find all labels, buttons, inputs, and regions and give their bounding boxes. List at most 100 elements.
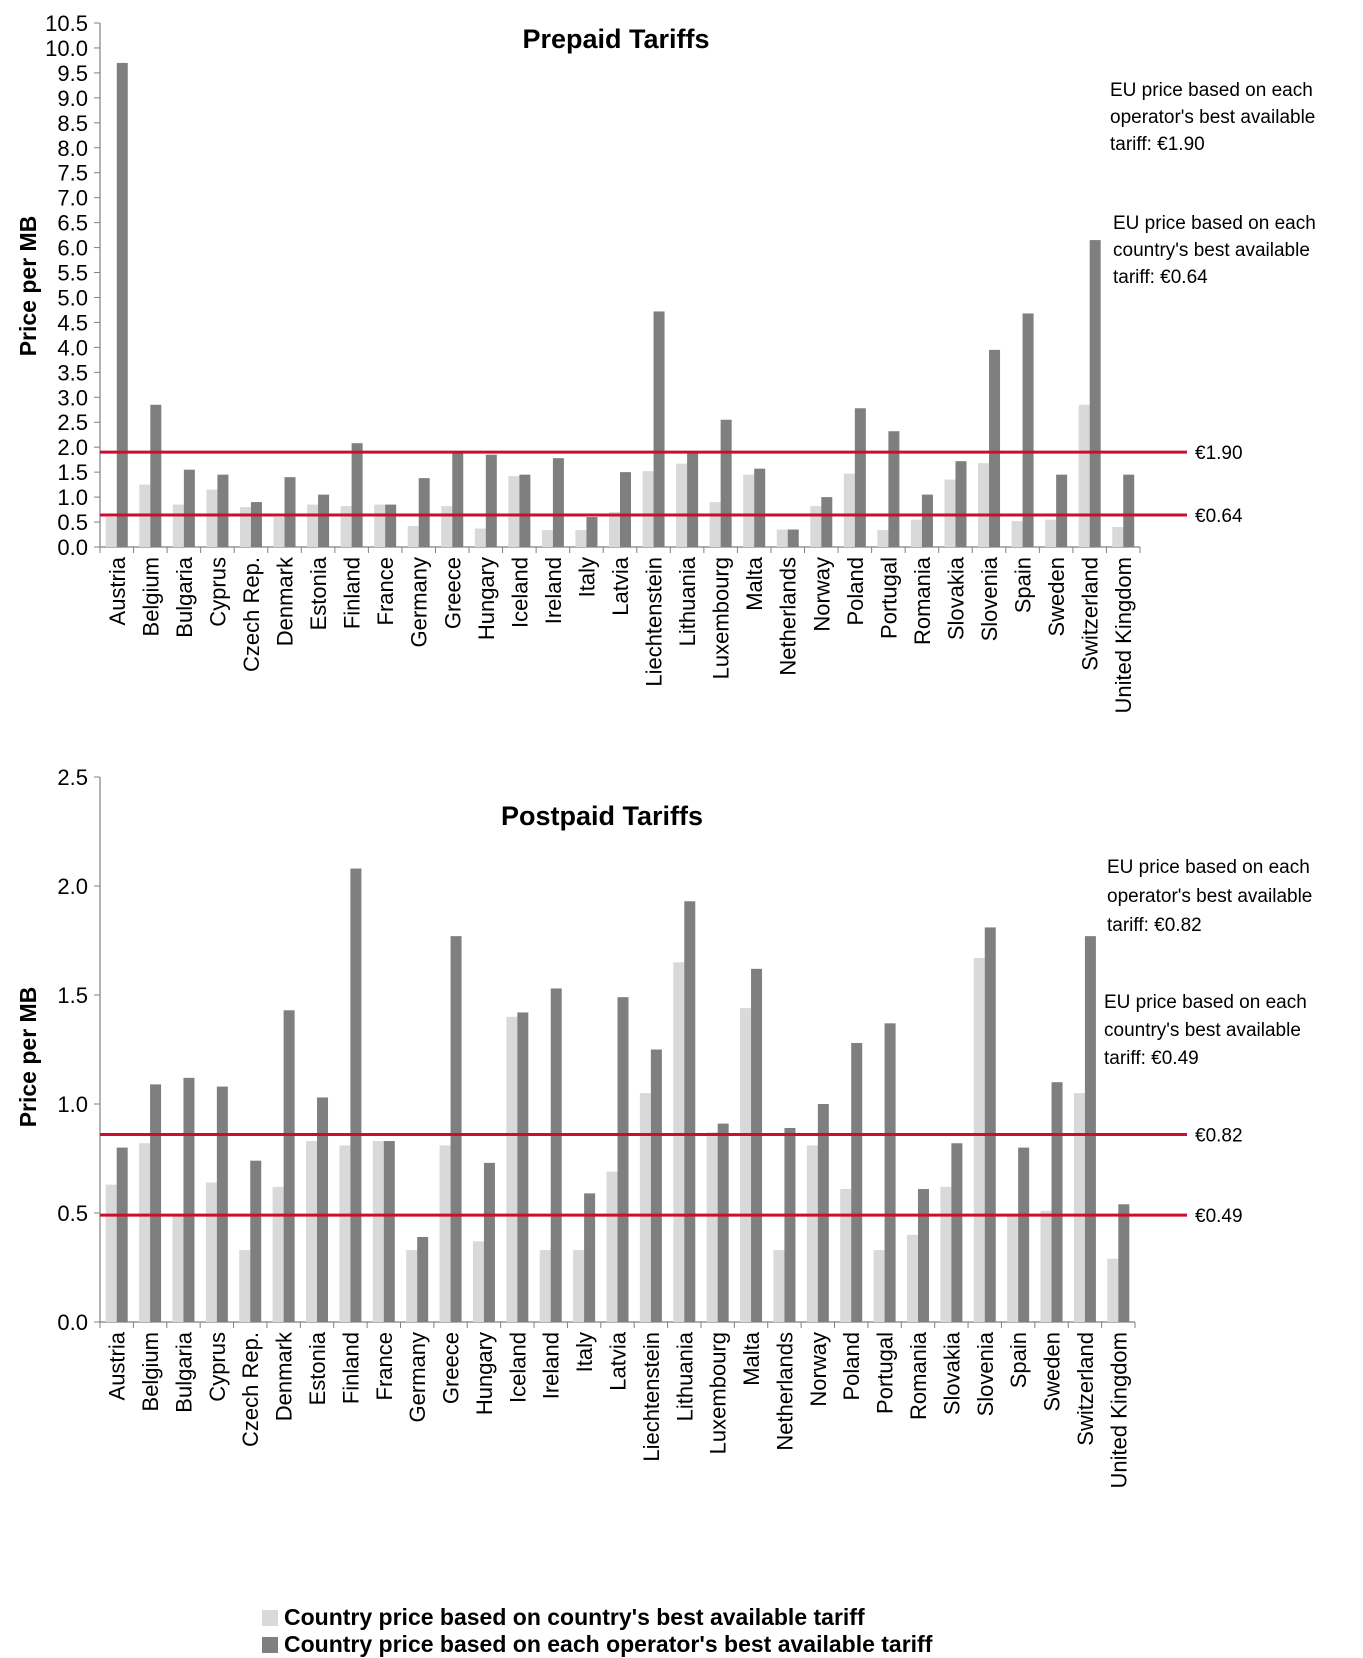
prepaid-bar-country-norway (810, 506, 822, 547)
postpaid-category-label: Portugal (873, 1332, 898, 1414)
postpaid-category-label: Spain (1006, 1332, 1031, 1388)
svg-text:EU price based on each: EU price based on each (1104, 992, 1307, 1013)
postpaid-bar-operator-greece (450, 936, 462, 1322)
prepaid-category-label: Estonia (306, 556, 331, 630)
prepaid-y-tick-label: 2.0 (57, 435, 88, 460)
postpaid-category-label: United Kingdom (1106, 1332, 1131, 1489)
postpaid-category-label: Czech Rep. (238, 1332, 263, 1447)
postpaid-bar-operator-slovakia (951, 1143, 963, 1322)
prepaid-bar-country-portugal (877, 530, 889, 547)
prepaid-y-axis-label: Price per MB (15, 216, 41, 357)
prepaid-category-label: Germany (407, 557, 432, 647)
postpaid-bar-country-finland (339, 1145, 351, 1322)
prepaid-y-tick-label: 8.5 (57, 111, 88, 136)
postpaid-category-label: Slovenia (973, 1331, 998, 1416)
postpaid-bar-operator-iceland (517, 1012, 529, 1322)
legend-swatch-operator (262, 1636, 278, 1653)
postpaid-y-tick-label: 2.5 (57, 765, 88, 790)
postpaid-chart: Postpaid Tariffs Price per MB EU price b… (15, 765, 1312, 1489)
prepaid-category-label: Hungary (474, 557, 499, 640)
prepaid-bar-country-malta (743, 474, 755, 547)
svg-text:EU price based on each: EU price based on each (1107, 857, 1310, 878)
postpaid-bar-country-norway (806, 1145, 818, 1322)
postpaid-annotation-country: EU price based on each country's best av… (1104, 992, 1307, 1069)
prepaid-bar-operator-norway (821, 497, 833, 547)
prepaid-bar-operator-romania (921, 494, 933, 547)
postpaid-y-tick-label: 0.0 (57, 1310, 88, 1335)
charts-canvas: Prepaid Tariffs Price per MB EU price ba… (15, 11, 1316, 1489)
prepaid-bar-country-denmark (273, 517, 285, 547)
prepaid-y-tick-label: 9.0 (57, 86, 88, 111)
legend-label-operator: Country price based on each operator's b… (284, 1631, 933, 1657)
prepaid-bar-country-bulgaria (172, 504, 184, 547)
postpaid-bar-operator-denmark (283, 1010, 295, 1322)
prepaid-category-label: Slovenia (977, 556, 1002, 641)
postpaid-bar-operator-romania (917, 1189, 929, 1322)
prepaid-bar-country-luxembourg (709, 502, 721, 547)
postpaid-category-label: Romania (906, 1331, 931, 1420)
prepaid-y-tick-label: 7.5 (57, 161, 88, 186)
prepaid-bar-operator-luxembourg (720, 419, 732, 547)
prepaid-y-tick-label: 4.0 (57, 335, 88, 360)
postpaid-category-label: Ireland (539, 1332, 564, 1399)
prepaid-bar-operator-hungary (485, 454, 497, 547)
prepaid-annotation-operator: EU price based on each operator's best a… (1110, 80, 1315, 155)
postpaid-category-label: Cyprus (205, 1332, 230, 1402)
postpaid-annotation-operator: EU price based on each operator's best a… (1107, 857, 1312, 936)
prepaid-bar-country-ireland (541, 530, 553, 547)
postpaid-bar-operator-liechtenstein (650, 1049, 662, 1322)
prepaid-category-label: Ireland (541, 557, 566, 624)
postpaid-bar-operator-malta (751, 968, 763, 1322)
prepaid-category-label: Luxembourg (709, 557, 734, 679)
prepaid-bar-operator-poland (854, 408, 866, 547)
prepaid-reference-label-1: €0.64 (1195, 506, 1243, 527)
postpaid-category-label: Sweden (1040, 1332, 1065, 1412)
prepaid-category-label: Switzerland (1078, 557, 1103, 671)
prepaid-category-label: Czech Rep. (239, 557, 264, 672)
prepaid-bar-country-slovenia (978, 463, 990, 547)
svg-text:tariff: €0.49: tariff: €0.49 (1104, 1048, 1199, 1069)
postpaid-category-label: Bulgaria (171, 1331, 196, 1412)
postpaid-bar-country-romania (906, 1234, 918, 1322)
postpaid-bar-operator-netherlands (784, 1127, 796, 1322)
svg-text:operator's best available: operator's best available (1107, 886, 1312, 907)
prepaid-chart-title: Prepaid Tariffs (522, 24, 709, 54)
prepaid-category-label: Portugal (876, 557, 901, 639)
prepaid-category-label: Cyprus (205, 557, 230, 627)
postpaid-bar-country-poland (840, 1189, 852, 1322)
prepaid-bar-country-germany (407, 526, 419, 547)
postpaid-bar-country-czech-rep- (239, 1250, 251, 1322)
postpaid-bar-country-cyprus (205, 1182, 217, 1322)
prepaid-bar-country-poland (843, 473, 855, 547)
postpaid-bar-operator-austria (116, 1147, 128, 1322)
postpaid-bar-operator-sweden (1051, 1082, 1063, 1322)
prepaid-y-tick-label: 0.0 (57, 535, 88, 560)
prepaid-bar-operator-estonia (318, 494, 330, 547)
prepaid-bar-country-greece (441, 506, 453, 547)
postpaid-category-label: Luxembourg (706, 1332, 731, 1454)
prepaid-y-tick-label: 8.0 (57, 136, 88, 161)
postpaid-bar-country-lithuania (673, 962, 685, 1322)
prepaid-y-tick-label: 6.5 (57, 211, 88, 236)
postpaid-bar-country-switzerland (1073, 1093, 1085, 1322)
prepaid-y-tick-label: 3.5 (57, 360, 88, 385)
prepaid-bar-operator-united-kingdom (1123, 474, 1135, 547)
postpaid-category-label: Belgium (138, 1332, 163, 1411)
postpaid-bar-operator-estonia (317, 1097, 329, 1322)
postpaid-bar-country-united-kingdom (1107, 1258, 1119, 1322)
prepaid-bar-country-romania (910, 519, 922, 547)
prepaid-bar-country-sweden (1045, 519, 1057, 547)
prepaid-bar-country-finland (340, 506, 352, 547)
prepaid-category-label: Greece (440, 557, 465, 629)
prepaid-bar-country-iceland (508, 476, 520, 547)
postpaid-bar-country-france (372, 1141, 384, 1322)
postpaid-reference-label-1: €0.49 (1195, 1206, 1243, 1227)
postpaid-bar-operator-luxembourg (717, 1123, 729, 1322)
legend-item-operator: Country price based on each operator's b… (262, 1631, 932, 1658)
svg-text:tariff: €0.82: tariff: €0.82 (1107, 915, 1202, 936)
postpaid-bar-country-hungary (472, 1241, 484, 1322)
postpaid-bar-country-iceland (506, 1016, 518, 1322)
prepaid-bar-operator-france (385, 504, 397, 547)
postpaid-bar-operator-hungary (483, 1162, 495, 1322)
postpaid-bar-country-belgium (139, 1143, 151, 1322)
